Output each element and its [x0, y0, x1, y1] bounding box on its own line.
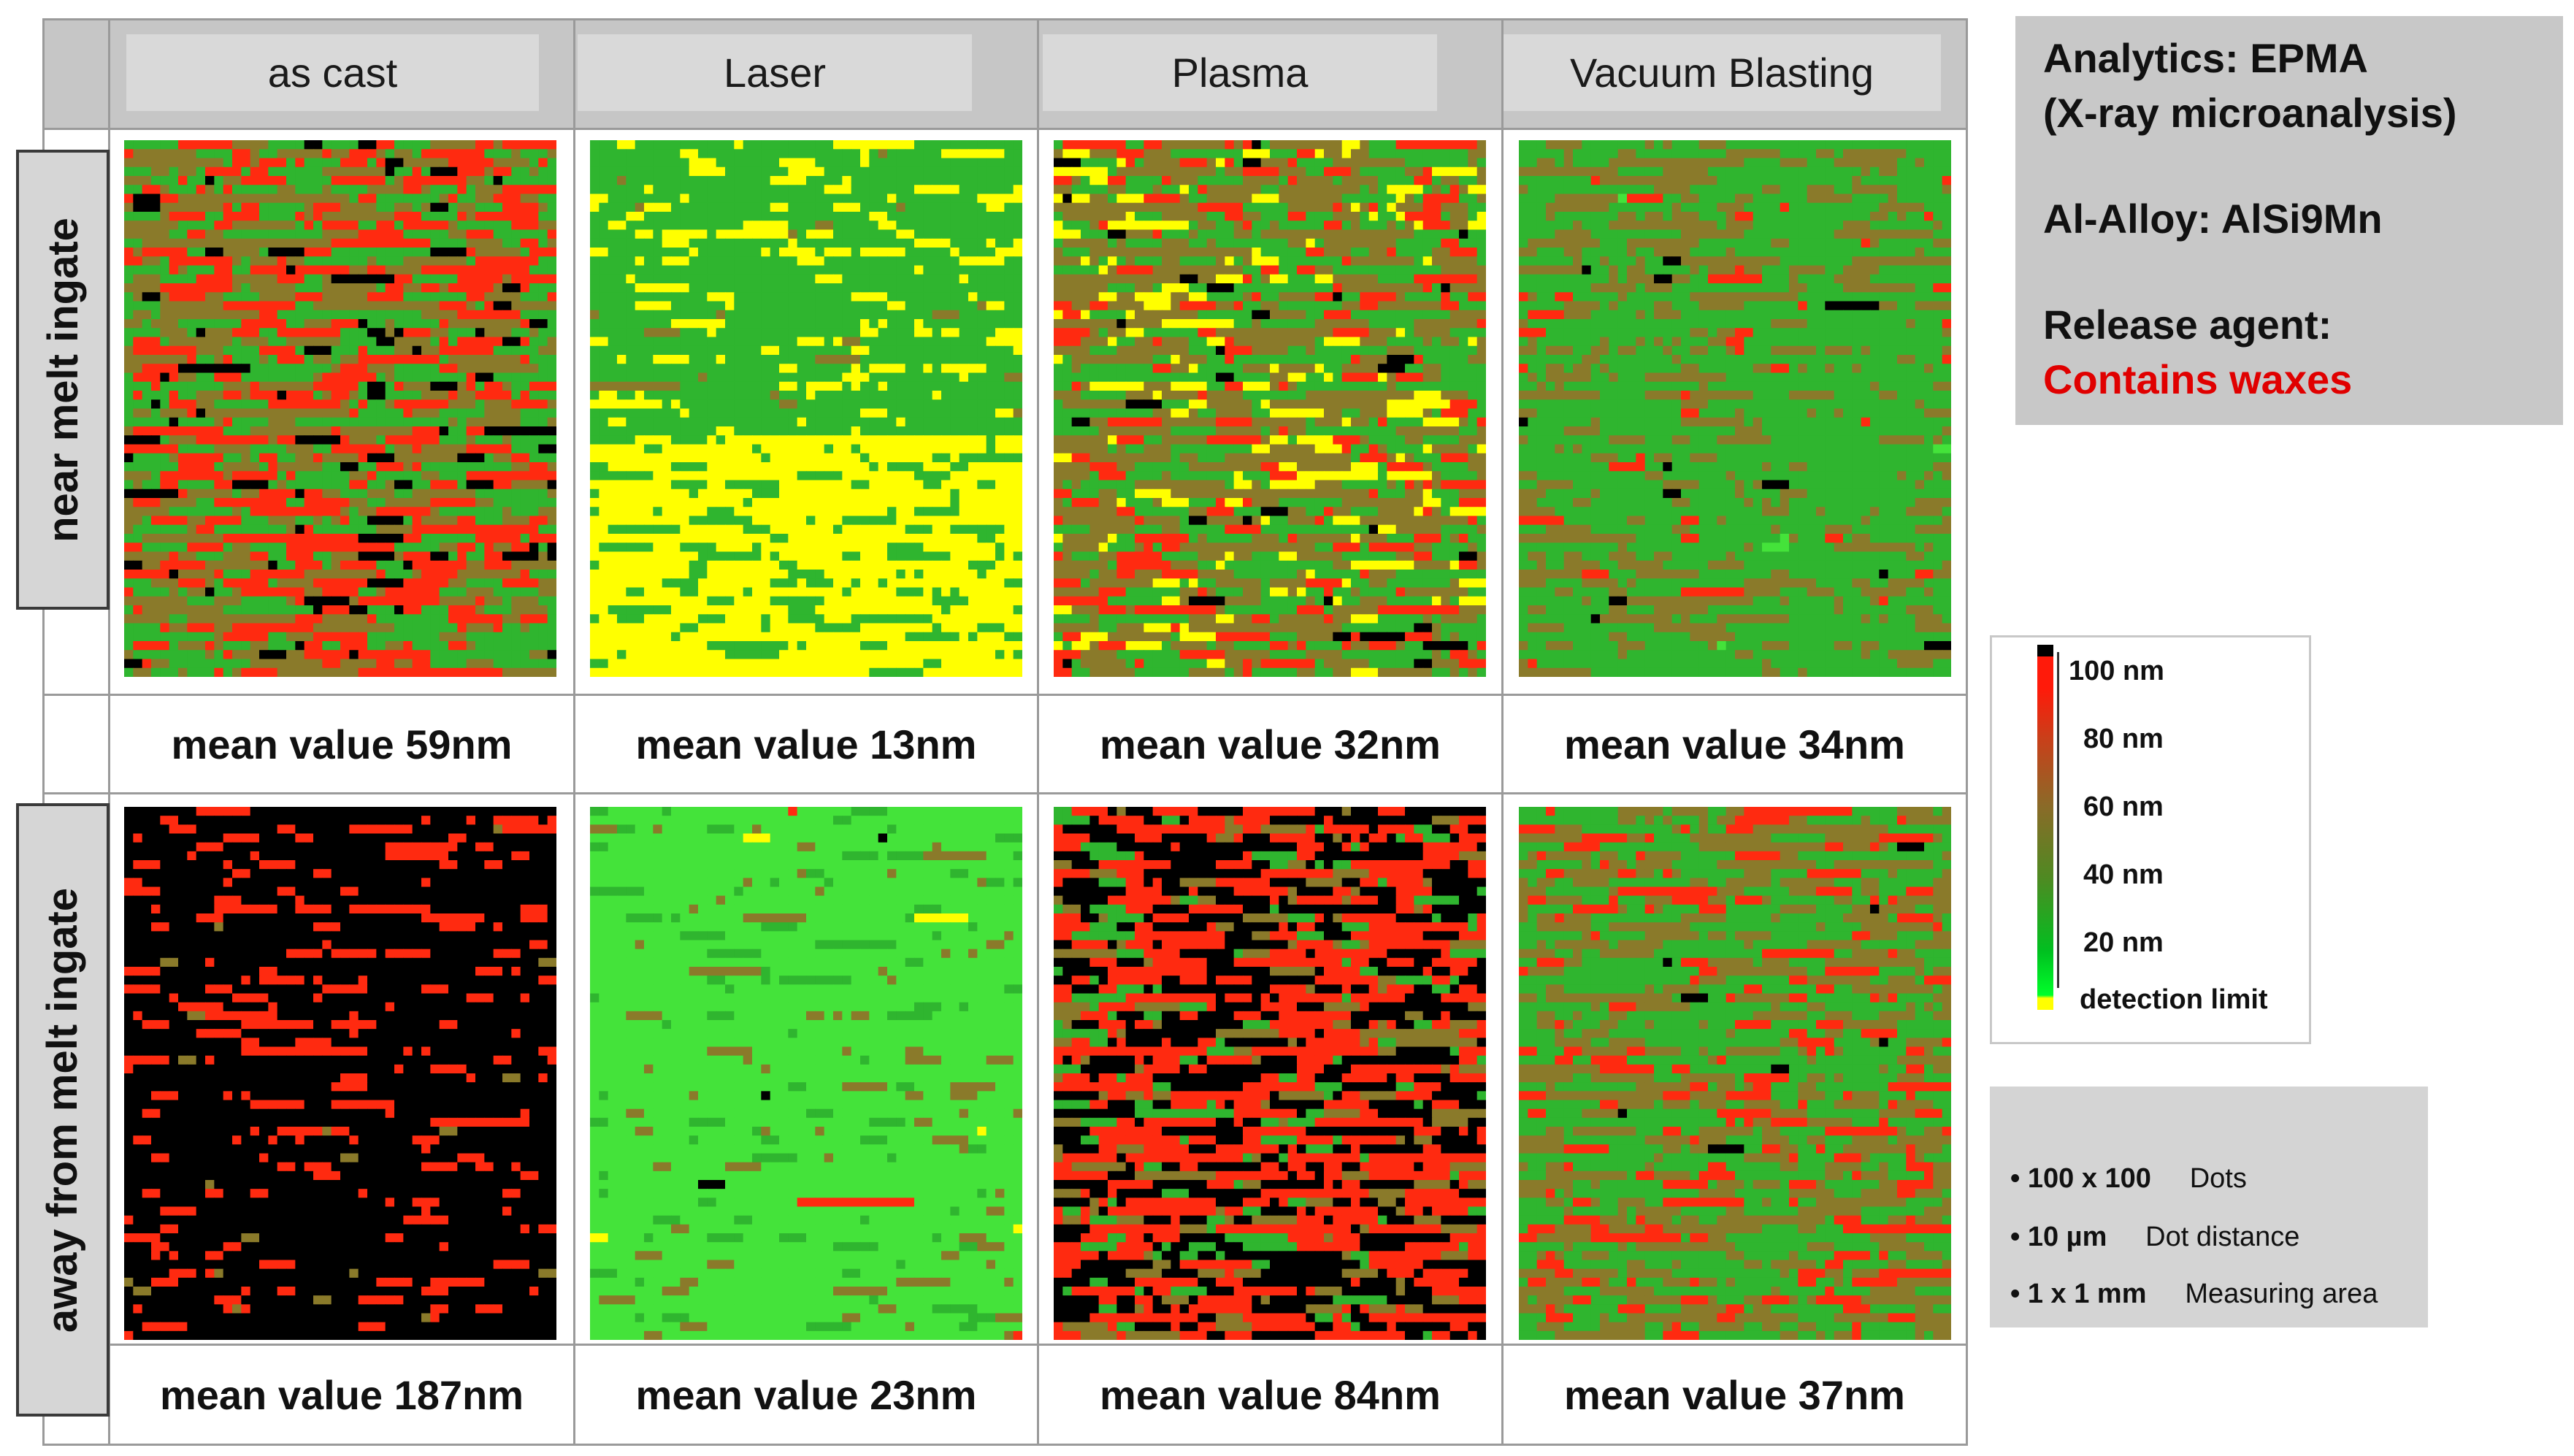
concentration-map-svg [590, 140, 1022, 677]
measurement-specs-panel: • 100 x 100 Dots • 10 µm Dot distance • … [1990, 1087, 2428, 1327]
concentration-map-svg [1519, 807, 1951, 1340]
color-scale-axis [2057, 652, 2059, 988]
grid-line [42, 694, 1968, 696]
concentration-map-svg [124, 140, 556, 677]
legend-tick-label: 20 nm [2083, 927, 2164, 959]
map-near-vacuum-blasting [1519, 140, 1951, 677]
color-scale-bar [2037, 645, 2053, 1010]
legend-tick-label: 40 nm [2083, 859, 2164, 891]
map-near-as-cast [124, 140, 556, 677]
column-header-label: Vacuum Blasting [1570, 49, 1874, 96]
column-header-as-cast: as cast [126, 34, 539, 111]
mean-value-cell: mean value 84nm [1039, 1346, 1501, 1444]
legend-tick-label: 100 nm [2069, 656, 2164, 687]
mean-value-cell: mean value 59nm [110, 696, 573, 792]
map-near-plasma [1054, 140, 1486, 677]
column-header-label: Laser [724, 49, 826, 96]
map-away-as-cast [124, 807, 556, 1340]
header-corner [42, 18, 108, 128]
release-agent-label: Release agent: [2043, 301, 2332, 348]
grid-line [42, 18, 1968, 20]
legend-tick-label: 60 nm [2083, 792, 2164, 823]
grid-line [42, 1344, 1968, 1346]
map-near-laser [590, 140, 1022, 677]
column-header-label: Plasma [1172, 49, 1309, 96]
grid-line [573, 18, 575, 1446]
grid-line [42, 1444, 1968, 1446]
release-agent-value: Contains waxes [2043, 356, 2352, 403]
concentration-map-svg [1054, 140, 1486, 677]
row-label-near-melt-ingate: near melt ingate [16, 150, 110, 610]
column-header-vacuum-blasting: Vacuum Blasting [1503, 34, 1941, 111]
map-away-plasma [1054, 807, 1486, 1340]
comparison-grid: as cast Laser Plasma Vacuum Blasting mea… [42, 18, 1968, 1446]
analytics-info-panel: Analytics: EPMA (X-ray microanalysis) Al… [2015, 16, 2563, 425]
legend-detection-limit: detection limit [2080, 984, 2268, 1016]
grid-line [1966, 18, 1968, 1446]
spec-measuring-area: • 1 x 1 mm Measuring area [2010, 1279, 2378, 1310]
concentration-map-svg [1054, 807, 1486, 1340]
column-header-plasma: Plasma [1043, 34, 1437, 111]
analytics-sub-line: (X-ray microanalysis) [2043, 89, 2456, 137]
column-header-laser: Laser [578, 34, 972, 111]
mean-value-cell: mean value 37nm [1504, 1346, 1966, 1444]
mean-value-cell: mean value 187nm [110, 1346, 573, 1444]
mean-value-cell: mean value 34nm [1504, 696, 1966, 792]
map-away-vacuum-blasting [1519, 807, 1951, 1340]
analytics-line: Analytics: EPMA [2043, 34, 2368, 82]
column-header-label: as cast [268, 49, 397, 96]
legend-tick-label: 80 nm [2083, 724, 2164, 755]
mean-value-cell: mean value 13nm [575, 696, 1037, 792]
mean-value-cell: mean value 32nm [1039, 696, 1501, 792]
grid-line [42, 128, 1968, 130]
alloy-line: Al-Alloy: AlSi9Mn [2043, 195, 2383, 242]
row-label-away-from-melt-ingate: away from melt ingate [16, 803, 110, 1417]
grid-line [42, 792, 1968, 794]
grid-line [108, 18, 110, 1446]
grid-line [1501, 18, 1504, 1446]
mean-value-cell: mean value 23nm [575, 1346, 1037, 1444]
map-away-laser [590, 807, 1022, 1340]
concentration-map-svg [1519, 140, 1951, 677]
color-scale-legend: 100 nm 80 nm 60 nm 40 nm 20 nm detection… [1990, 635, 2311, 1044]
spec-dot-distance: • 10 µm Dot distance [2010, 1222, 2299, 1253]
grid-line [1037, 18, 1039, 1446]
grid-line [42, 18, 45, 1446]
concentration-map-svg [590, 807, 1022, 1340]
spec-dots: • 100 x 100 Dots [2010, 1163, 2247, 1195]
concentration-map-svg [124, 807, 556, 1340]
